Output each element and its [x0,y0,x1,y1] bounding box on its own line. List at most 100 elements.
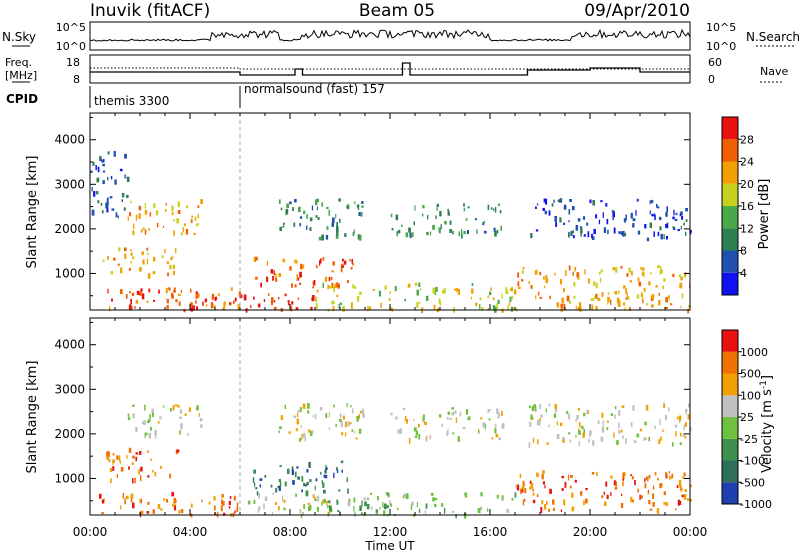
velocity-cell [171,491,175,497]
velocity-cell [263,503,265,510]
velocity-cell [597,420,600,425]
power-cell [330,276,333,281]
power-cell [463,230,466,235]
power-cell [490,287,492,292]
velocity-cell [494,424,497,428]
velocity-cell [665,502,669,507]
power-cell [135,216,137,221]
velocity-cell [306,469,309,473]
power-cell [152,271,156,275]
power-cell [289,201,292,205]
velocity-cell [299,407,302,413]
power-cell [422,205,425,209]
velocity-cell [325,475,328,479]
velocity-cell [279,481,282,488]
power-cell [327,284,330,290]
velocity-cell [548,508,550,512]
velocity-cell [685,408,688,412]
power-cell [637,230,641,235]
power-cell [346,280,349,283]
nave-line [90,67,690,70]
power-cell [626,292,628,297]
power-cell [138,213,141,219]
power-cell [391,227,394,231]
power-cell [336,294,339,298]
velocity-cell [516,484,520,491]
velocity-cell [277,485,280,489]
velocity-cell [301,476,304,482]
velocity-cell [377,495,379,501]
velocity-cell [578,441,580,447]
power-cell [172,270,176,276]
velocity-cell [150,458,152,461]
power-cell [344,233,347,237]
velocity-cell [151,408,154,414]
velocity-cell [335,467,338,471]
power-cell [331,282,334,289]
power-cell [353,229,355,235]
power-cell [354,201,356,205]
power-cell [517,281,520,287]
velocity-cell [309,430,313,436]
power-cell [367,306,369,312]
velocity-cell [221,499,223,505]
power-cell [582,216,586,220]
velocity-cell [106,454,109,460]
velocity-cell [322,482,325,488]
velocity-cell [652,502,655,507]
power-cell [607,229,609,235]
power-cell [185,228,189,235]
velocity-cell [172,405,175,411]
power-cell [253,296,255,300]
power-cell [610,299,612,305]
power-cell [354,286,357,289]
power-cell [95,165,97,170]
velocity-cell [443,507,446,514]
power-cell [587,231,590,238]
power-cell [653,231,655,237]
power-cell [182,227,185,233]
power-cell [572,235,575,239]
power-cell [522,266,525,270]
power-cell [321,234,324,241]
velocity-cell [678,479,682,486]
velocity-cell [542,470,545,474]
velocity-cell [116,455,119,460]
power-cell [600,200,603,203]
velocity-cell [406,419,409,424]
power-cell [665,224,668,227]
power-cell [107,288,109,294]
velocity-cell [228,505,231,509]
power-cell [274,273,277,279]
power-cell [572,230,574,234]
velocity-cell [387,493,390,498]
power-cell [566,295,570,302]
power-cell [680,305,682,309]
velocity-cell [571,492,574,498]
velocity-cell [147,475,150,478]
power-cell [141,251,144,256]
power-cell [99,156,102,161]
freq-tick-high: 18 [66,56,80,69]
velocity-cell [125,495,129,500]
power-cell [93,191,96,197]
velocity-cell [578,407,580,411]
velocity-cell [682,476,685,479]
velocity-cell [140,466,143,472]
velocity-cell [257,508,260,513]
power-cell [101,210,104,214]
velocity-cell [601,412,604,419]
velocity-cell [675,508,677,511]
velocity-cell [577,428,580,431]
freq-line [90,62,690,76]
power-cell [600,269,603,273]
x-axis-label: Time UT [364,539,415,553]
power-cell [666,206,668,213]
velocity-cell [548,424,550,427]
velocity-cell [569,439,572,443]
power-cell [483,230,487,234]
velocity-cell [668,475,672,480]
velocity-cell [362,413,365,418]
power-cell [351,258,353,264]
velocity-cell [309,479,312,483]
